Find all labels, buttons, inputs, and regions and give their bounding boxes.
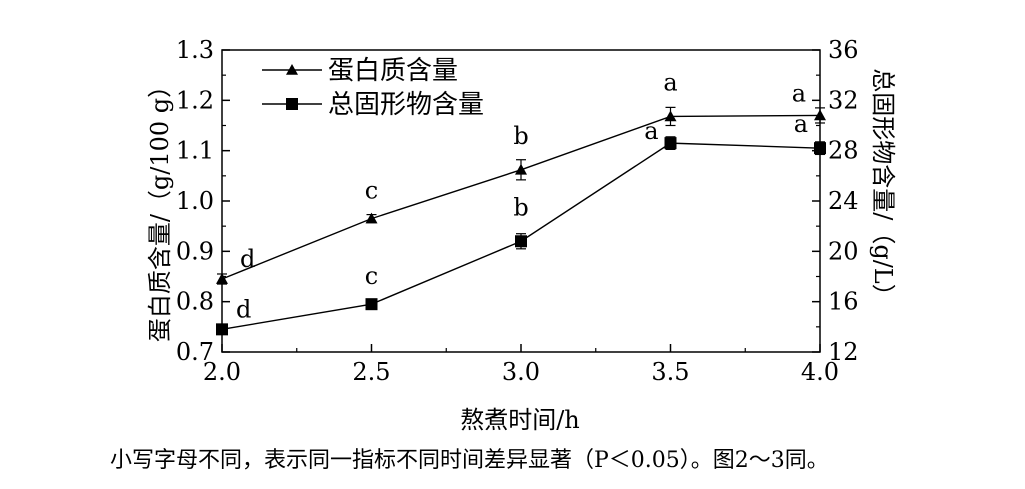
y-left-tick-label: 1.1 — [176, 137, 214, 165]
x-axis-label: 熬煮时间/h — [460, 406, 580, 434]
y-left-tick-label: 1.0 — [176, 187, 214, 215]
y-right-tick-label: 12 — [828, 338, 859, 366]
y-left-tick-label: 0.9 — [176, 237, 214, 265]
data-point-square — [515, 235, 527, 248]
y-left-tick-label: 1.3 — [176, 36, 214, 64]
y-right-tick-label: 16 — [828, 288, 859, 316]
x-tick-label: 2.0 — [203, 358, 241, 386]
legend-marker-triangle — [286, 64, 298, 75]
legend-label: 蛋白质含量 — [328, 56, 458, 86]
x-tick-label: 4.0 — [801, 358, 839, 386]
y-right-tick-label: 28 — [828, 137, 859, 165]
significance-letter: c — [365, 262, 378, 290]
data-point-triangle — [515, 163, 527, 175]
x-tick-label: 3.5 — [651, 358, 689, 386]
x-tick-label: 3.0 — [502, 358, 540, 386]
y-axis-label-left: 蛋白质含量/（g/100 g） — [146, 74, 174, 342]
significance-letter: a — [663, 68, 677, 96]
y-right-tick-label: 20 — [828, 237, 859, 265]
y-axis-label-right: 总固形物含量/（g/L） — [869, 68, 897, 307]
significance-letter: b — [513, 193, 528, 221]
series-markers — [216, 106, 826, 336]
significance-letter: d — [240, 245, 255, 273]
axes: 2.0 2.5 3.0 3.5 4.0 0.7 0.8 0.9 1.0 1.1 1.2 1.3 12 16… — [176, 36, 859, 386]
y-right-tick-label: 36 — [828, 36, 859, 64]
data-point-triangle — [365, 212, 378, 224]
chart: 2.0 2.5 3.0 3.5 4.0 0.7 0.8 0.9 1.0 1.1 1.2 1.3 12 16… — [146, 36, 897, 434]
legend-marker-square — [286, 98, 298, 110]
significance-letter: a — [644, 117, 658, 145]
significance-letter: b — [513, 122, 528, 150]
data-point-triangle — [814, 109, 826, 121]
significance-letter: a — [794, 110, 808, 138]
legend-label: 总固形物含量 — [328, 90, 484, 120]
y-left-tick-label: 0.8 — [176, 288, 214, 316]
y-left-tick-label: 1.2 — [176, 86, 214, 114]
significance-letter: d — [236, 295, 251, 323]
figure-caption: 小写字母不同，表示同一指标不同时间差异显著（P＜0.05）。图2～3同。 — [110, 448, 829, 473]
significance-letter: c — [365, 177, 378, 205]
y-right-tick-label: 32 — [828, 86, 859, 114]
data-point-square — [664, 137, 677, 150]
data-point-square — [216, 323, 228, 336]
data-point-triangle — [664, 110, 677, 122]
data-point-square — [814, 142, 826, 155]
data-point-square — [365, 298, 378, 311]
significance-letter: a — [792, 79, 806, 107]
x-tick-label: 2.5 — [352, 358, 390, 386]
data-point-triangle — [216, 273, 228, 284]
y-left-tick-label: 0.7 — [176, 338, 214, 366]
y-right-tick-label: 24 — [828, 187, 859, 215]
